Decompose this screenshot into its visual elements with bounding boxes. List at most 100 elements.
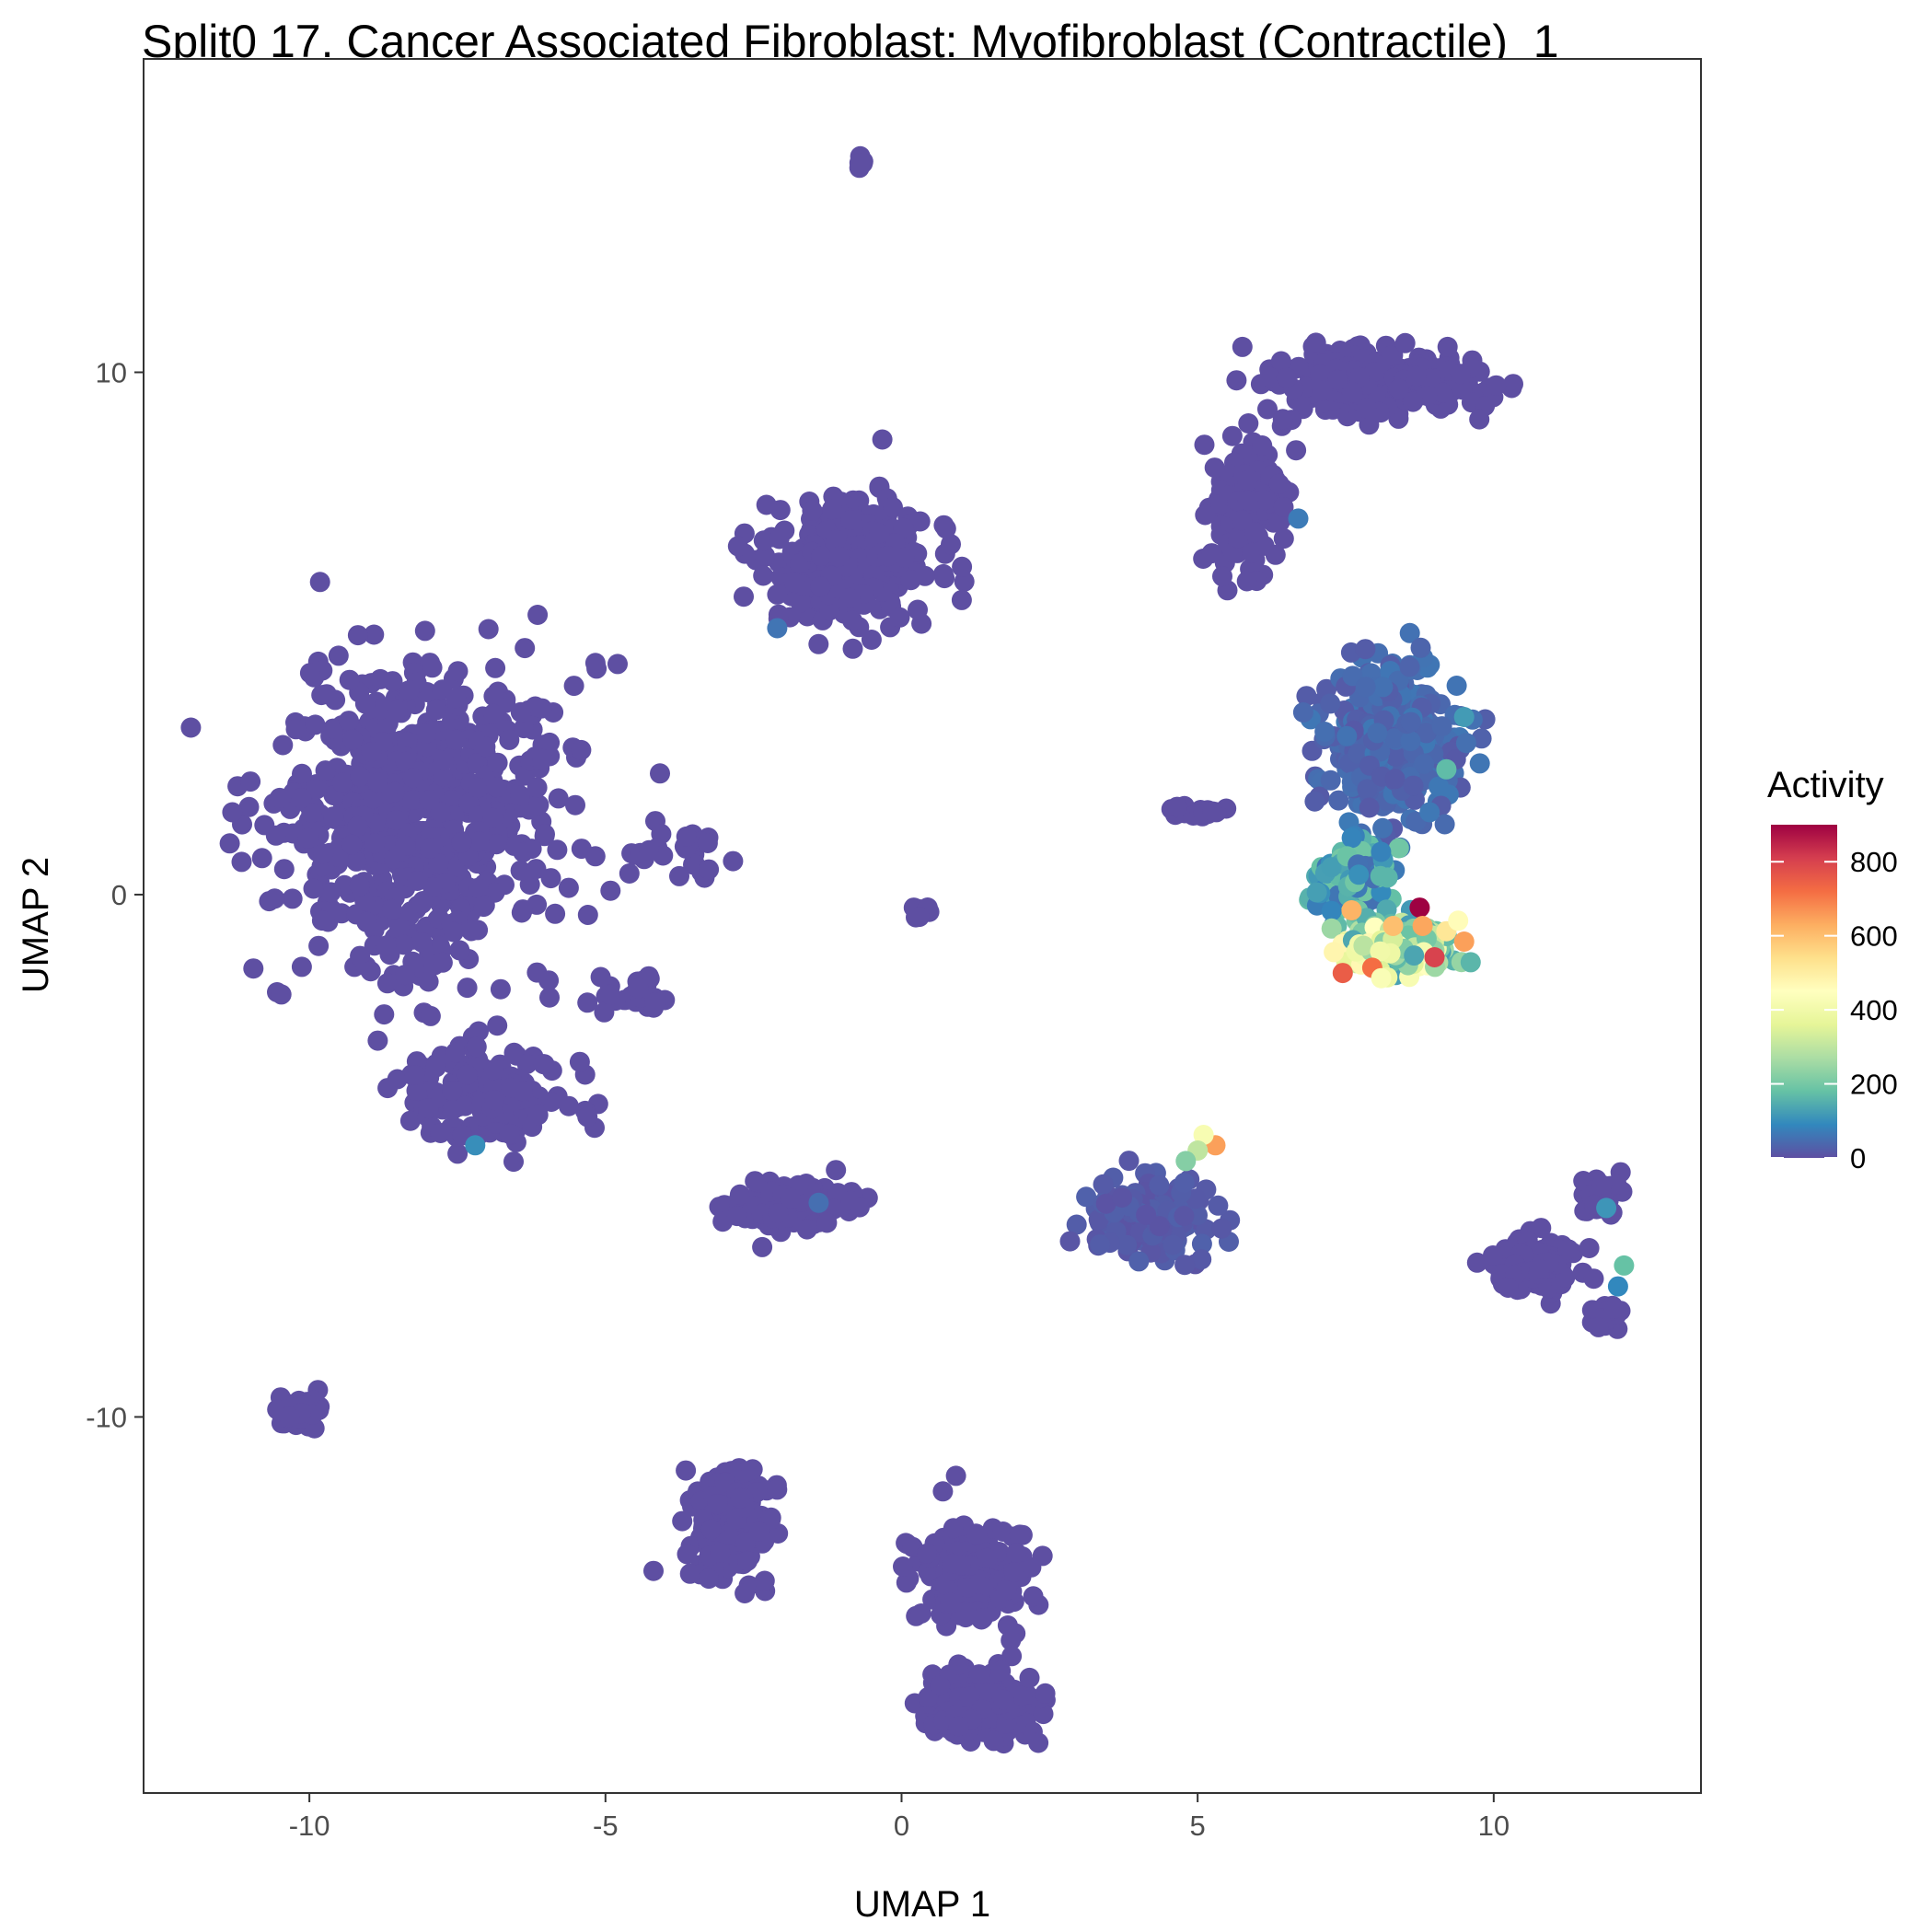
scatter-point: [966, 1524, 988, 1545]
scatter-point: [399, 1110, 421, 1131]
scatter-point: [727, 536, 748, 557]
scatter-point: [1201, 543, 1222, 564]
scatter-point: [852, 153, 873, 174]
scatter-point: [1244, 522, 1266, 543]
scatter-point: [973, 1577, 994, 1598]
scatter-point: [1136, 1204, 1157, 1225]
scatter-point: [977, 1547, 998, 1568]
scatter-point: [1588, 1316, 1609, 1337]
scatter-point: [676, 826, 697, 847]
scatter-point: [219, 833, 240, 854]
scatter-point: [486, 834, 507, 855]
scatter-point: [894, 547, 915, 568]
scatter-point: [893, 517, 914, 538]
scatter-point: [449, 940, 470, 961]
scatter-point: [306, 779, 327, 800]
scatter-point: [538, 970, 560, 991]
scatter-point: [1399, 622, 1420, 643]
y-axis: -10 0 10: [86, 356, 144, 1433]
scatter-point: [1437, 336, 1458, 357]
scatter-point: [577, 1106, 598, 1128]
scatter-point: [1394, 332, 1416, 353]
scatter-point: [707, 1494, 728, 1515]
scatter-point: [768, 1203, 789, 1224]
scatter-point: [735, 1583, 756, 1603]
scatter-point: [1191, 1233, 1212, 1255]
scatter-point: [669, 865, 689, 886]
scatter-point: [475, 736, 496, 758]
scatter-point: [487, 752, 508, 773]
scatter-point: [790, 592, 811, 613]
scatter-point: [1372, 817, 1394, 839]
scatter-point: [309, 572, 330, 593]
scatter-point: [957, 1577, 978, 1598]
scatter-point: [1019, 1667, 1040, 1688]
scatter-point: [406, 1081, 427, 1101]
scatter-point: [599, 984, 620, 1005]
scatter-point: [826, 529, 847, 550]
scatter-point: [285, 719, 307, 740]
scatter-point: [1328, 790, 1349, 811]
scatter-point: [222, 802, 243, 823]
scatter-point: [535, 824, 555, 845]
scatter-point: [1174, 1255, 1196, 1276]
scatter-point: [869, 523, 890, 544]
scatter-point: [676, 1460, 697, 1481]
scatter-point: [422, 876, 444, 897]
scatter-point-highlight: [1324, 942, 1345, 963]
scatter-point: [1557, 1239, 1579, 1260]
scatter-point: [273, 859, 295, 880]
scatter-point: [1212, 566, 1232, 587]
scatter-point: [279, 1406, 300, 1428]
scatter-point: [339, 669, 360, 690]
scatter-point: [753, 530, 774, 551]
scatter-point: [577, 905, 598, 925]
scatter-point: [528, 794, 550, 816]
scatter-point: [526, 777, 548, 798]
scatter-point: [748, 1521, 769, 1542]
scatter-point: [565, 794, 585, 816]
scatter-point: [377, 1078, 399, 1099]
scatter-point: [1348, 366, 1370, 388]
scatter-point: [451, 832, 472, 853]
scatter-point: [478, 619, 499, 640]
scatter-point: [1503, 374, 1523, 395]
scatter-point-highlight: [1412, 916, 1433, 936]
scatter-point: [1455, 733, 1476, 754]
scatter-point: [527, 605, 549, 625]
scatter-point: [490, 978, 511, 1000]
scatter-point: [342, 729, 364, 750]
scatter-point: [737, 1550, 758, 1571]
scatter-point: [376, 973, 398, 994]
scatter-point: [1236, 571, 1257, 592]
scatter-point: [1306, 882, 1327, 903]
scatter-point: [482, 807, 503, 828]
scatter-point: [347, 816, 368, 837]
scatter-point: [469, 831, 490, 852]
x-tick-label: -10: [289, 1810, 330, 1842]
scatter-point: [545, 903, 566, 924]
scatter-point: [291, 788, 312, 809]
scatter-point: [819, 600, 840, 621]
scatter-point: [364, 624, 385, 645]
scatter-point: [395, 835, 416, 856]
scatter-point: [563, 676, 584, 697]
scatter-point: [1112, 1187, 1133, 1208]
scatter-point: [311, 910, 332, 931]
scatter-point: [381, 898, 402, 920]
scatter-point: [1202, 801, 1223, 822]
x-axis-title: UMAP 1: [854, 1884, 990, 1925]
scatter-point: [514, 718, 535, 739]
scatter-point: [271, 984, 292, 1005]
scatter-point: [457, 1064, 478, 1085]
scatter-point: [1388, 378, 1409, 399]
scatter-point: [374, 1004, 395, 1025]
scatter-point: [1088, 1209, 1109, 1230]
scatter-point: [1305, 332, 1326, 353]
scatter-point: [861, 630, 882, 650]
scatter-point: [1028, 1732, 1049, 1753]
scatter-point: [1166, 796, 1187, 817]
scatter-point: [734, 586, 754, 607]
scatter-point-highlight: [1193, 1125, 1214, 1145]
